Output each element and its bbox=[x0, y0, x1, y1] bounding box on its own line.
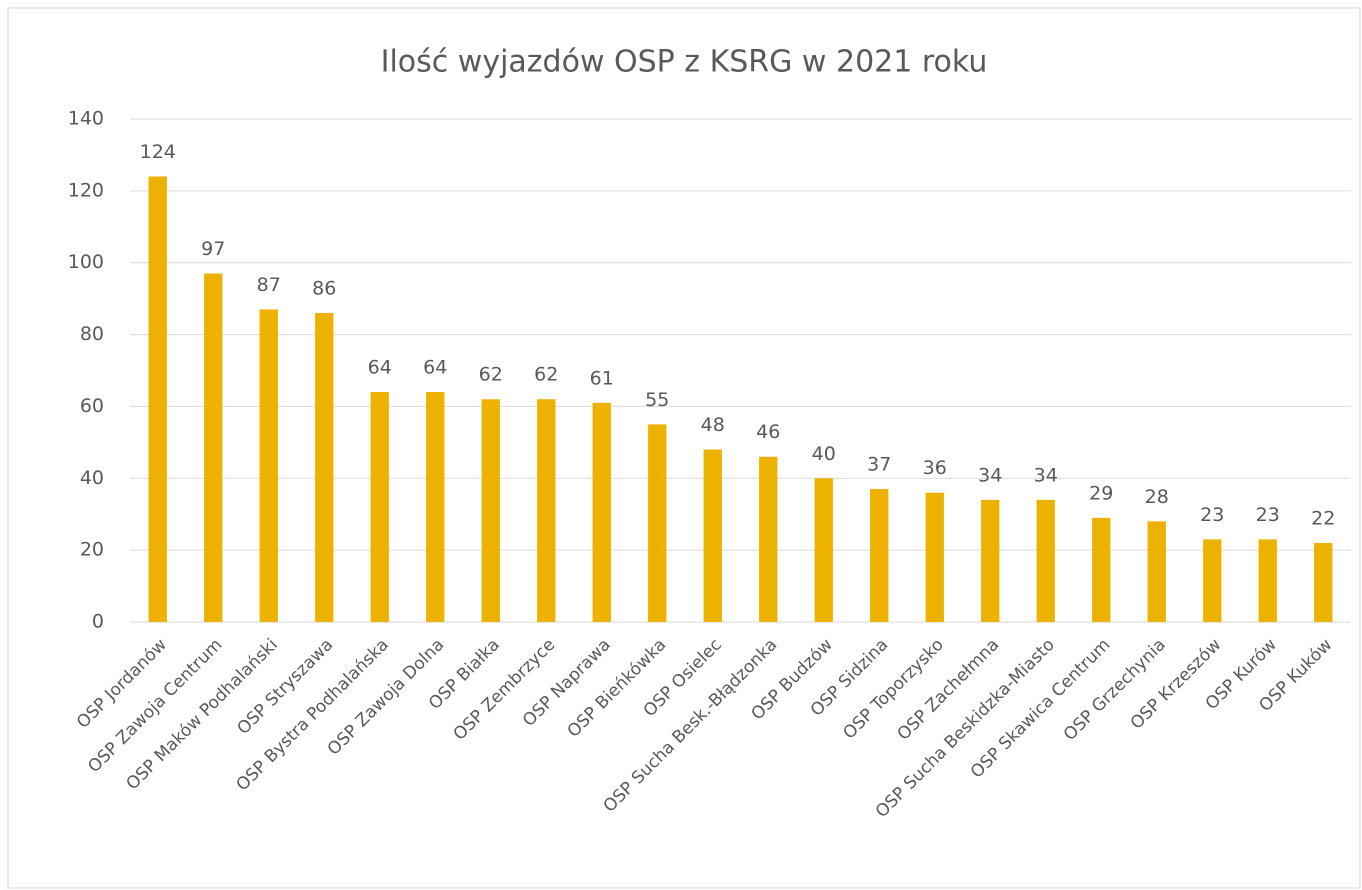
data-label: 23 bbox=[1256, 504, 1280, 526]
bar bbox=[648, 424, 667, 622]
data-label: 86 bbox=[312, 278, 336, 300]
data-label: 64 bbox=[423, 357, 447, 379]
data-label: 62 bbox=[534, 364, 558, 386]
data-label: 87 bbox=[257, 274, 281, 296]
bar bbox=[1092, 517, 1111, 622]
data-label: 34 bbox=[978, 464, 1002, 486]
data-label: 97 bbox=[201, 238, 225, 260]
bar bbox=[148, 176, 167, 622]
y-tick-label: 20 bbox=[80, 539, 104, 561]
data-label: 48 bbox=[701, 414, 725, 436]
y-tick-label: 80 bbox=[80, 323, 104, 345]
data-label: 62 bbox=[479, 364, 503, 386]
y-tick-label: 100 bbox=[68, 251, 104, 273]
bar bbox=[592, 402, 611, 622]
bar bbox=[814, 478, 833, 622]
bar bbox=[870, 489, 889, 622]
data-label: 40 bbox=[812, 443, 836, 465]
y-tick-label: 60 bbox=[80, 395, 104, 417]
bar bbox=[1147, 521, 1166, 622]
data-label: 23 bbox=[1200, 504, 1224, 526]
bar bbox=[426, 392, 445, 622]
data-label: 34 bbox=[1034, 464, 1058, 486]
data-label: 46 bbox=[756, 421, 780, 443]
data-label: 37 bbox=[867, 454, 891, 476]
y-tick-label: 140 bbox=[68, 108, 104, 130]
bar bbox=[537, 399, 556, 622]
y-tick-label: 120 bbox=[68, 179, 104, 201]
y-tick-label: 0 bbox=[92, 611, 104, 633]
bar bbox=[370, 392, 389, 622]
bar bbox=[481, 399, 500, 622]
bar bbox=[1203, 539, 1222, 622]
bar bbox=[315, 313, 334, 622]
data-label: 55 bbox=[645, 389, 669, 411]
data-label: 61 bbox=[590, 367, 614, 389]
bar bbox=[1314, 542, 1333, 622]
data-label: 22 bbox=[1311, 507, 1335, 529]
bar bbox=[703, 449, 722, 622]
chart-title: Ilość wyjazdów OSP z KSRG w 2021 roku bbox=[381, 45, 988, 80]
bar bbox=[204, 273, 223, 622]
bar bbox=[925, 492, 944, 622]
y-tick-label: 40 bbox=[80, 467, 104, 489]
bar bbox=[1258, 539, 1277, 622]
data-label: 64 bbox=[368, 357, 392, 379]
chart-border bbox=[7, 7, 1361, 889]
data-label: 28 bbox=[1145, 486, 1169, 508]
data-label: 36 bbox=[923, 457, 947, 479]
data-label: 124 bbox=[140, 141, 176, 163]
bar bbox=[759, 456, 778, 622]
bar bbox=[259, 309, 278, 622]
data-label: 29 bbox=[1089, 482, 1113, 504]
bar bbox=[981, 499, 1000, 622]
bar bbox=[1036, 499, 1055, 622]
